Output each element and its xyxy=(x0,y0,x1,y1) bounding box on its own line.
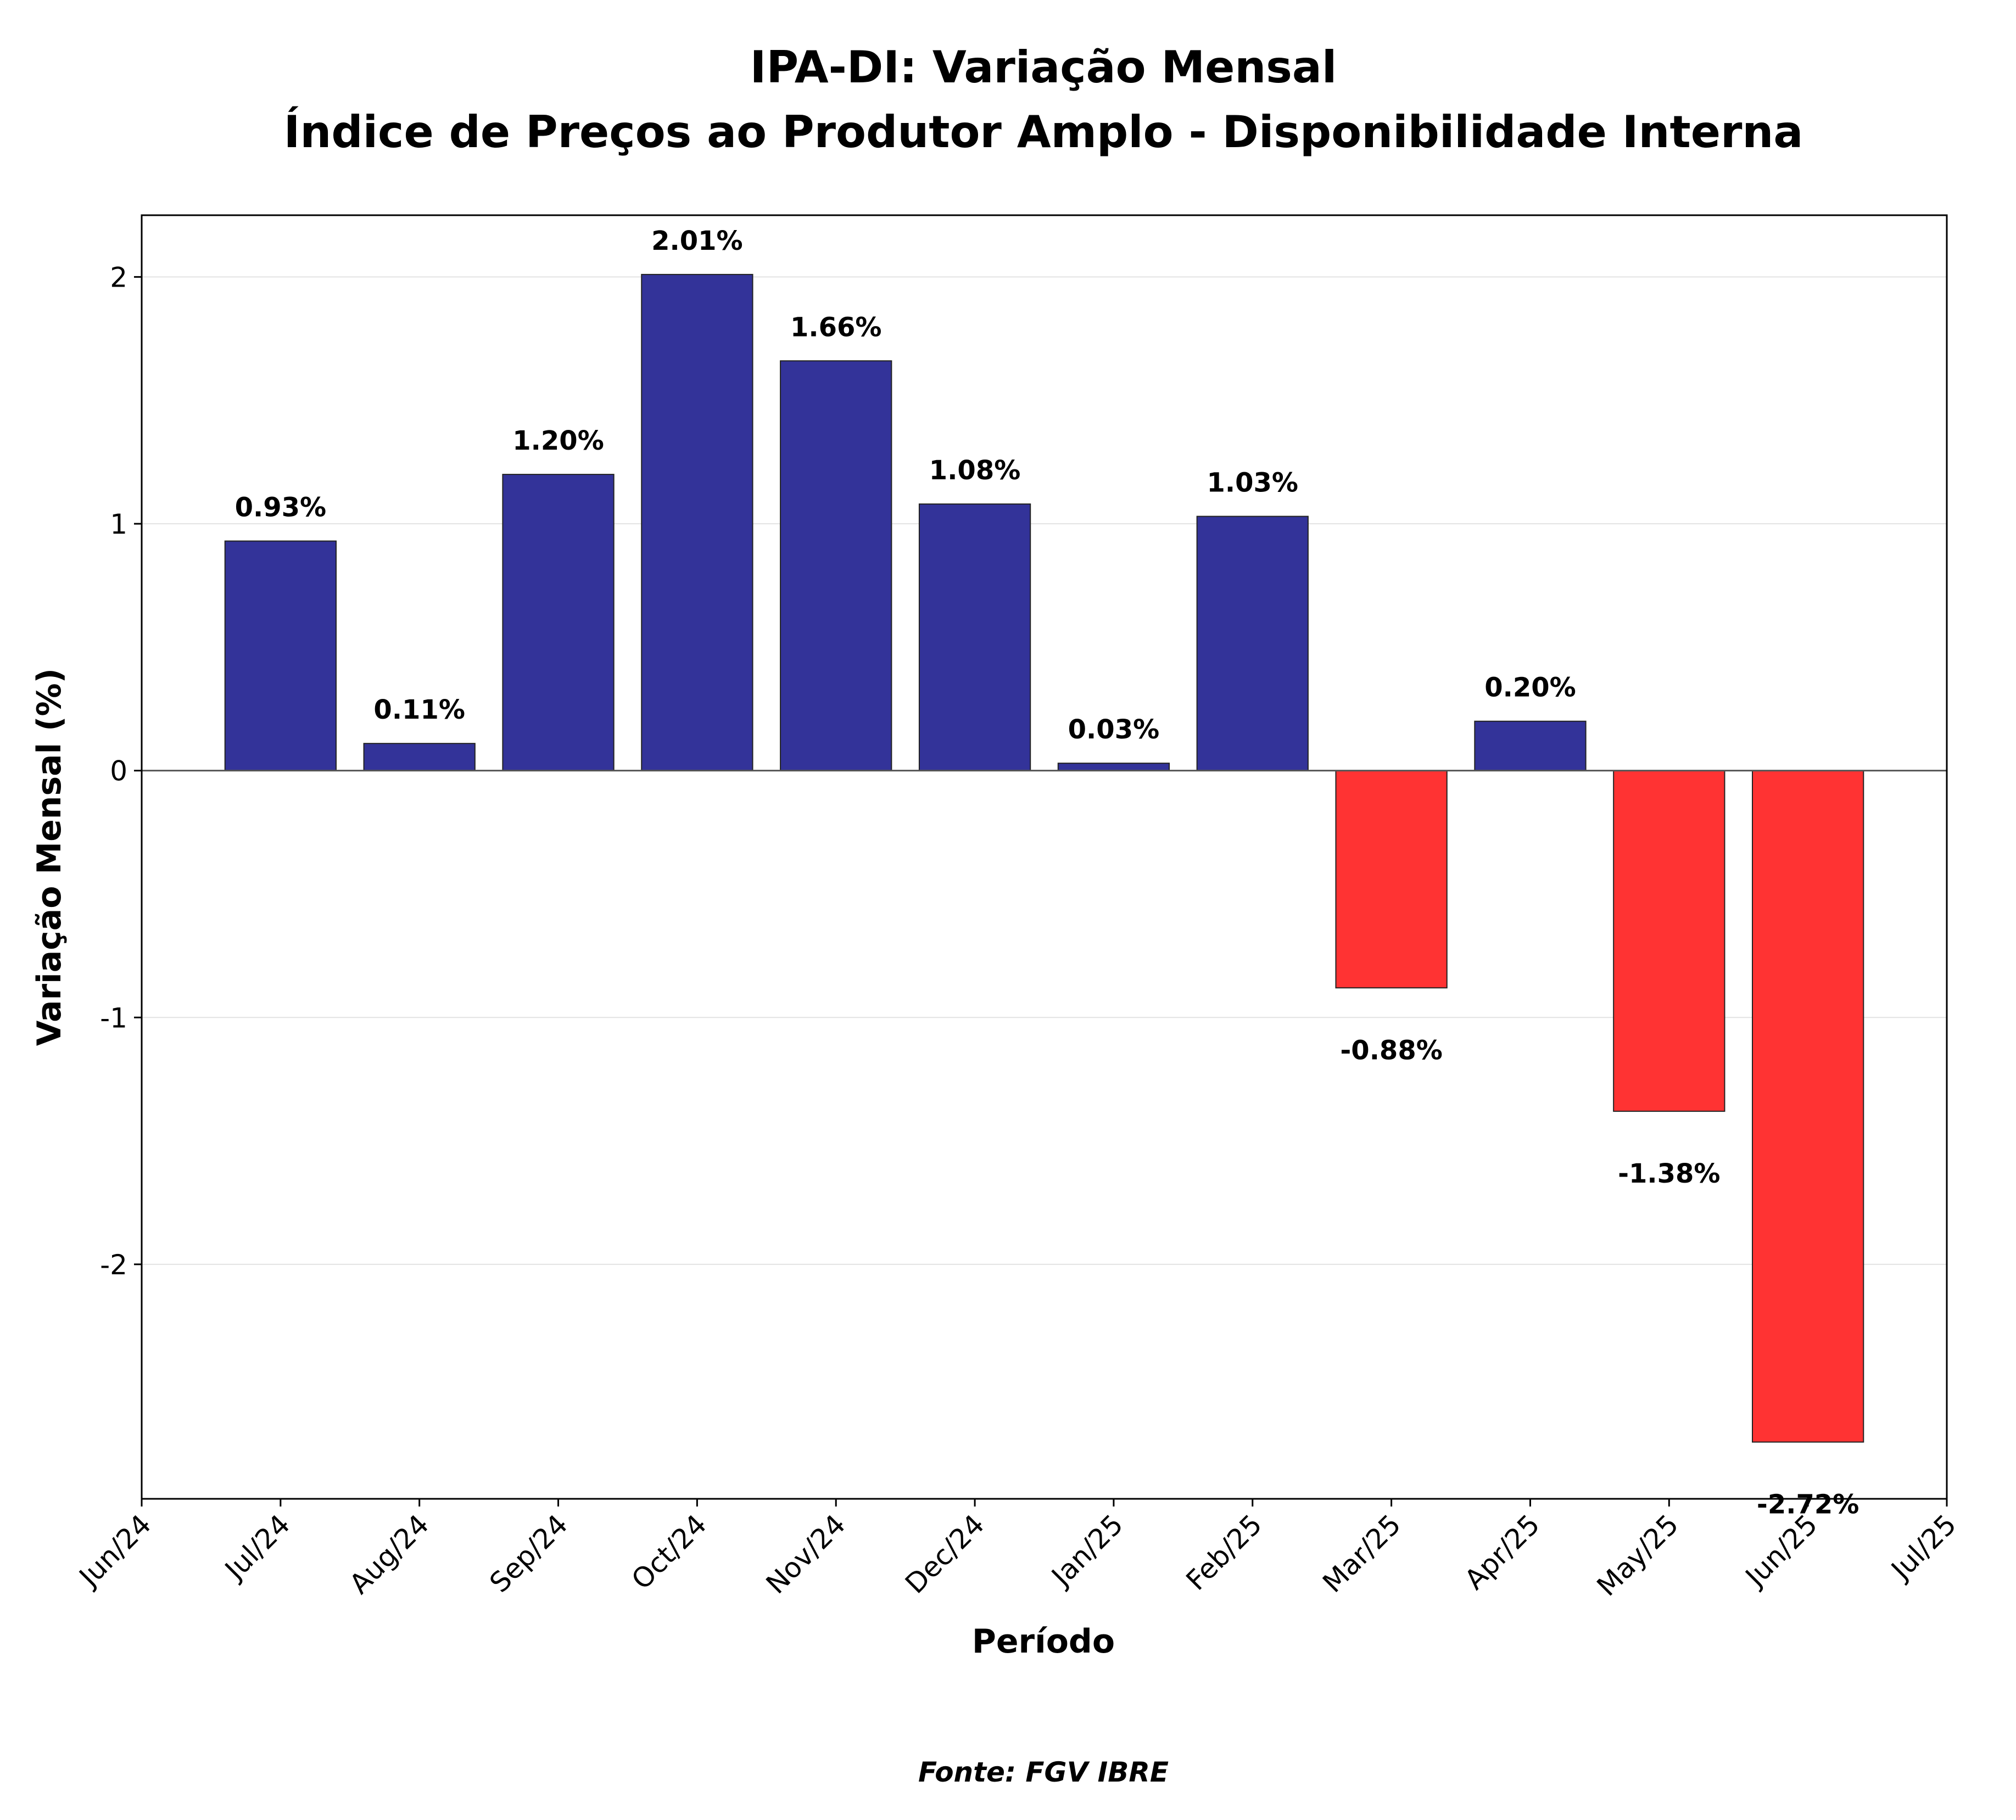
y-tick-label: 0 xyxy=(110,755,127,787)
data-label: -1.38% xyxy=(1618,1158,1720,1189)
data-label: 1.08% xyxy=(929,455,1021,486)
x-axis-title: Período xyxy=(972,1622,1115,1661)
bar-nov-24 xyxy=(780,360,892,771)
x-tick-label: Dec/24 xyxy=(899,1508,990,1599)
bar-sep-24 xyxy=(502,474,615,771)
y-tick-label: -1 xyxy=(100,1002,127,1034)
y-axis-title: Variação Mensal (%) xyxy=(30,668,69,1046)
bar-feb-25 xyxy=(1196,516,1309,771)
data-label: 1.20% xyxy=(512,425,604,456)
chart-title-line-1: IPA-DI: Variação Mensal xyxy=(750,42,1337,93)
bar-dec-24 xyxy=(918,503,1031,771)
x-tick-label: Jun/24 xyxy=(72,1508,157,1593)
bar-oct-24 xyxy=(641,273,753,771)
bar-apr-25 xyxy=(1474,720,1587,771)
source-note: Fonte: FGV IBRE xyxy=(918,1756,1169,1788)
x-tick-label: Jul/25 xyxy=(1884,1508,1963,1587)
data-label: 2.01% xyxy=(651,226,743,256)
data-label: 0.03% xyxy=(1068,714,1160,745)
data-label: 1.03% xyxy=(1207,468,1299,499)
x-tick-label: Jan/25 xyxy=(1045,1508,1130,1593)
x-tick-label: Jun/25 xyxy=(1738,1508,1823,1593)
x-tick-label: Sep/24 xyxy=(483,1508,574,1599)
y-tick-label: -2 xyxy=(100,1249,127,1281)
data-label: 0.11% xyxy=(373,695,465,725)
x-tick-label: May/25 xyxy=(1591,1508,1685,1602)
plot-frame xyxy=(141,214,1948,1500)
data-label: 0.93% xyxy=(235,492,327,523)
bar-may-25 xyxy=(1613,770,1725,1112)
bar-aug-24 xyxy=(363,743,476,771)
chart-title-line-2: Índice de Preços ao Produtor Amplo - Dis… xyxy=(284,106,1803,158)
x-tick-label: Jul/24 xyxy=(218,1508,297,1587)
x-tick-label: Nov/24 xyxy=(760,1508,852,1600)
x-tick-label: Oct/24 xyxy=(626,1508,713,1595)
bar-jan-25 xyxy=(1057,763,1170,771)
y-tick-label: 2 xyxy=(110,261,127,293)
y-tick-label: 1 xyxy=(110,508,127,540)
x-tick-label: Mar/25 xyxy=(1316,1508,1407,1599)
bar-mar-25 xyxy=(1335,770,1448,989)
x-axis-ticks: Jun/24 Jul/24 Aug/24 Sep/24 Oct/24 Nov/24 Dec/… xyxy=(72,1499,1962,1602)
bar-jun-25 xyxy=(1752,770,1864,1443)
x-tick-label: Aug/24 xyxy=(343,1508,435,1600)
data-label: 0.20% xyxy=(1484,673,1576,703)
x-tick-label: Feb/25 xyxy=(1180,1508,1269,1597)
x-tick-label: Apr/25 xyxy=(1459,1508,1546,1595)
bar-jul-24 xyxy=(224,540,337,771)
y-axis-ticks: 2 1 0 -1 -2 xyxy=(100,261,142,1281)
data-labels: 0.93% 0.11% 1.20% 2.01% 1.66% 1.08% 0.03% 1.03%… xyxy=(235,226,1859,1520)
data-label: -0.88% xyxy=(1340,1035,1442,1066)
data-label: 1.66% xyxy=(790,312,882,343)
bars xyxy=(224,273,1864,1443)
